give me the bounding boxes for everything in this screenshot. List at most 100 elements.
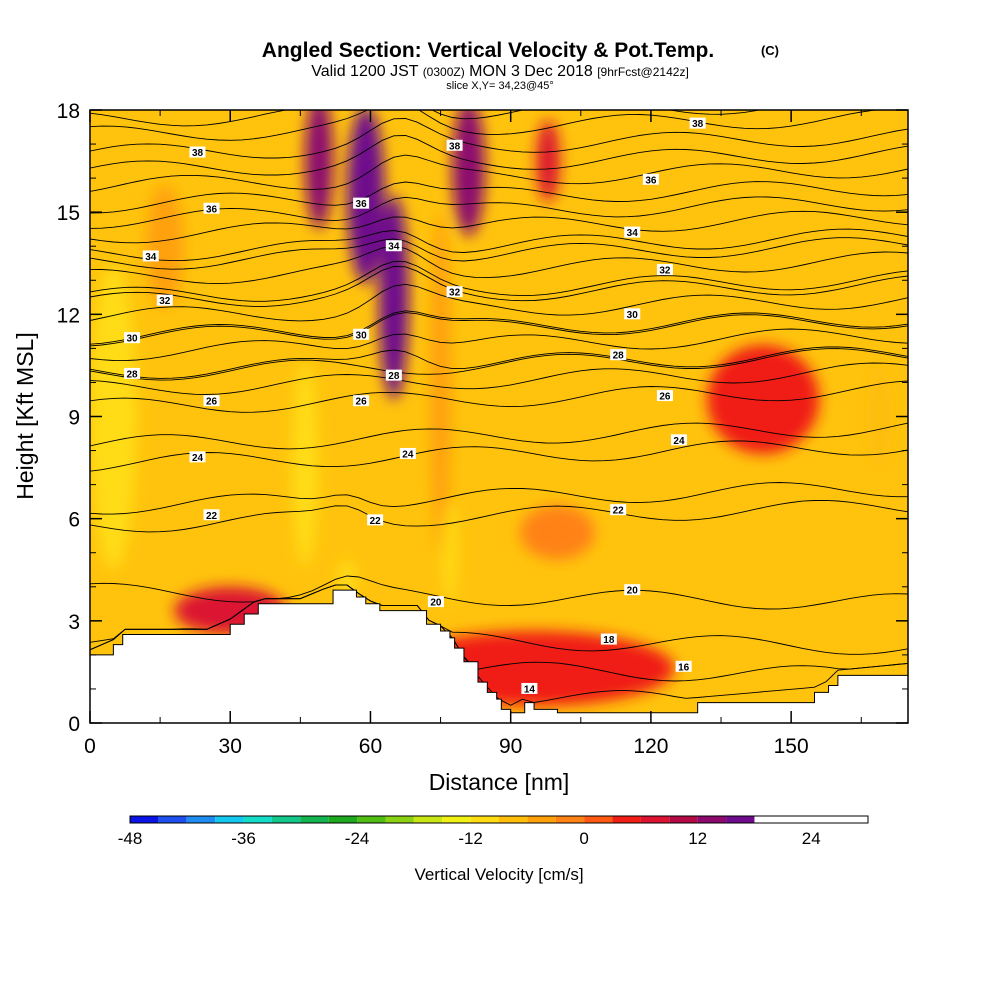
chart-title-unit: (C) [761, 43, 779, 58]
contour-label-bg [203, 395, 220, 407]
contour-label-bg [610, 349, 627, 361]
downdraft-region [430, 212, 451, 553]
y-axis-label: Height [Kft MSL] [12, 332, 38, 499]
colorbar-tick-label: -12 [458, 829, 483, 848]
downdraft-region [291, 362, 319, 567]
subtitle-utc: (0300Z) [423, 65, 465, 79]
downdraft-region [442, 501, 457, 604]
contour-label: 14 [521, 682, 538, 695]
contour-line-38 [90, 118, 908, 159]
colorbar-swatch [697, 816, 727, 823]
colorbar-label: Vertical Velocity [cm/s] [414, 865, 583, 884]
colorbar-tick-label: -24 [345, 829, 370, 848]
contour-label-bg [446, 286, 463, 298]
contour-label-bg [353, 328, 370, 340]
contour-label: 38 [689, 117, 706, 130]
colorbar-swatch [158, 816, 187, 823]
terrain-mask [90, 589, 908, 723]
contour-label-text: 18 [603, 635, 615, 646]
contour-label-bg [656, 264, 673, 276]
contour-label-bg [124, 367, 141, 379]
contour-label: 34 [624, 226, 641, 239]
contour-label-text: 26 [356, 397, 368, 408]
colorbar-tick-label: 24 [802, 829, 821, 848]
contour-label-bg [446, 139, 463, 151]
contour-label-bg [624, 226, 641, 238]
contour-line-32 [90, 260, 908, 302]
contour-label: 22 [203, 509, 220, 522]
contour-line-34 [90, 210, 908, 244]
contour-label: 20 [624, 584, 641, 597]
potential-temperature-contours [90, 110, 908, 706]
contour-label-text: 14 [524, 684, 536, 695]
chart-subtitle: Valid 1200 JST (0300Z) MON 3 Dec 2018 [9… [311, 63, 689, 80]
contour-label-bg [399, 447, 416, 459]
contour-label-bg [624, 308, 641, 320]
contour-line-28 [90, 328, 908, 362]
contour-label-text: 32 [659, 266, 671, 277]
contour-label-bg [600, 633, 617, 645]
contour-label: 26 [203, 395, 220, 408]
x-tick-label: 30 [219, 735, 242, 758]
contour-label-bg [189, 146, 206, 158]
contour-label-text: 24 [192, 453, 204, 464]
contour-label: 28 [610, 349, 627, 362]
x-tick-label: 60 [359, 735, 382, 758]
contour-label: 22 [610, 504, 627, 517]
contour-label-bg [642, 173, 659, 185]
x-tick-label: 0 [84, 735, 96, 758]
colorbar: -48 -36 -24 -12 0 12 24 [118, 815, 869, 848]
contour-label-text: 38 [449, 141, 461, 152]
updraft-region [347, 110, 385, 284]
contour-line-34 [90, 196, 908, 229]
colorbar-swatch [470, 816, 499, 823]
contour-line-30 [90, 310, 908, 345]
contour-label-text: 24 [673, 436, 685, 447]
colorbar-swatch [612, 816, 641, 823]
colorbar-swatch [243, 816, 272, 823]
contour-line-28 [90, 312, 908, 347]
y-tick-label: 6 [68, 509, 80, 532]
contour-label: 36 [203, 202, 220, 215]
updraft-region [536, 120, 560, 202]
colorbar-swatch [527, 816, 556, 823]
y-tick-label: 18 [57, 100, 80, 123]
contour-labels: 14 16 18 20 20 22 22 22 24 24 24 26 26 26 28 28 28 30 30 30… [124, 117, 706, 695]
contour-label: 32 [656, 264, 673, 277]
contour-label-text: 38 [692, 119, 704, 130]
contour-label: 34 [385, 240, 402, 253]
contour-line-20 [90, 575, 908, 610]
contour-label-bg [124, 332, 141, 344]
contour-line-32 [90, 245, 908, 285]
updraft-region [305, 110, 334, 230]
contour-label-text: 22 [370, 516, 382, 527]
subtitle-date: MON 3 Dec 2018 [465, 63, 598, 80]
contour-label-text: 28 [388, 371, 400, 382]
colorbar-swatch [555, 816, 585, 823]
colorbar-swatch [385, 816, 414, 823]
contour-label: 38 [189, 146, 206, 159]
contour-label: 22 [367, 514, 384, 527]
contour-label: 38 [446, 139, 463, 152]
contour-label-text: 38 [192, 148, 204, 159]
contour-label-bg [624, 584, 641, 596]
colorbar-swatch [186, 816, 216, 823]
contour-label-bg [521, 682, 538, 694]
contour-line-34 [90, 228, 908, 262]
contour-label: 28 [124, 367, 141, 380]
contour-label: 24 [189, 451, 206, 464]
y-tick-label: 12 [57, 304, 80, 327]
contour-label-text: 30 [356, 330, 368, 341]
colorbar-tick-label: -36 [231, 829, 256, 848]
contour-label: 32 [446, 286, 463, 299]
y-tick-label: 15 [57, 202, 80, 225]
contour-label: 28 [385, 369, 402, 382]
colorbar-swatch [357, 816, 386, 823]
contour-label: 18 [600, 633, 617, 646]
contour-label-bg [353, 395, 370, 407]
contour-label-bg [670, 434, 687, 446]
contour-label-text: 30 [627, 310, 639, 321]
downdraft-region [865, 365, 894, 468]
contour-label-text: 32 [159, 296, 171, 307]
contour-label-text: 32 [449, 288, 461, 299]
